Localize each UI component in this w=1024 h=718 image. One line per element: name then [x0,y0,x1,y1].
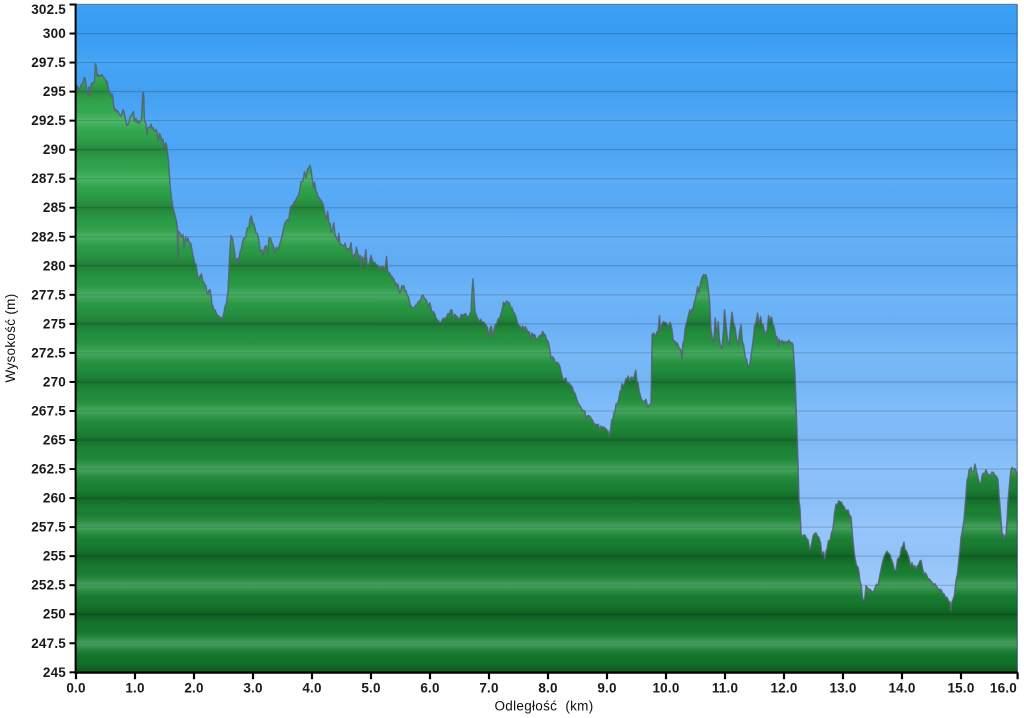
svg-text:Wysokość (m): Wysokość (m) [3,294,18,383]
svg-text:0.0: 0.0 [66,681,85,696]
svg-text:12.0: 12.0 [770,681,797,696]
svg-text:10.0: 10.0 [652,681,679,696]
svg-text:9.0: 9.0 [597,681,616,696]
svg-text:300: 300 [43,26,66,41]
svg-text:255: 255 [43,549,66,564]
svg-text:6.0: 6.0 [420,681,439,696]
svg-text:260: 260 [43,491,66,506]
svg-text:2.0: 2.0 [184,681,203,696]
svg-text:302.5: 302.5 [31,2,66,17]
svg-text:297.5: 297.5 [31,55,66,70]
svg-text:5.0: 5.0 [361,681,380,696]
svg-text:272.5: 272.5 [31,345,66,360]
svg-text:275: 275 [43,316,66,331]
svg-text:247.5: 247.5 [31,636,66,651]
svg-text:8.0: 8.0 [538,681,557,696]
svg-text:1.0: 1.0 [125,681,144,696]
svg-text:290: 290 [43,142,66,157]
svg-text:7.0: 7.0 [479,681,498,696]
svg-text:295: 295 [43,84,66,99]
svg-text:14.0: 14.0 [888,681,915,696]
svg-text:267.5: 267.5 [31,404,66,419]
svg-text:257.5: 257.5 [31,520,66,535]
svg-text:265: 265 [43,433,66,448]
svg-text:16.0: 16.0 [990,681,1017,696]
svg-text:11.0: 11.0 [712,681,738,696]
svg-text:292.5: 292.5 [31,113,66,128]
svg-text:252.5: 252.5 [31,578,66,593]
svg-text:277.5: 277.5 [31,287,66,302]
svg-text:270: 270 [43,374,66,389]
svg-text:262.5: 262.5 [31,462,66,477]
svg-text:Odległość (km): Odległość (km) [494,699,593,714]
svg-text:4.0: 4.0 [302,681,321,696]
svg-text:285: 285 [43,200,66,215]
svg-text:250: 250 [43,607,66,622]
svg-text:245: 245 [43,665,66,680]
svg-text:15.0: 15.0 [947,681,974,696]
svg-text:280: 280 [43,258,66,273]
svg-text:13.0: 13.0 [829,681,856,696]
svg-text:287.5: 287.5 [31,171,66,186]
svg-text:3.0: 3.0 [243,681,262,696]
svg-text:282.5: 282.5 [31,229,66,244]
